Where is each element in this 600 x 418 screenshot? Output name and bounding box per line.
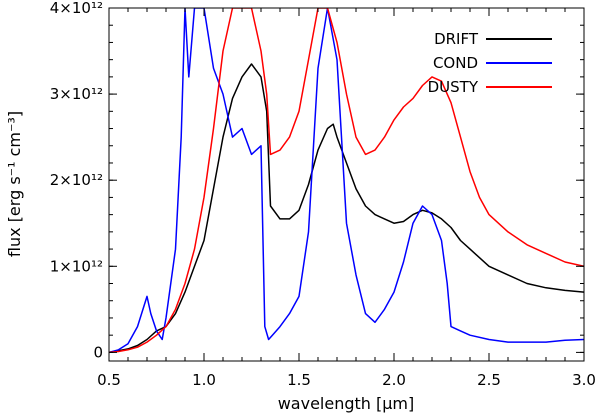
legend-label-drift: DRIFT: [434, 30, 479, 48]
series-line-dusty: [109, 8, 584, 354]
x-axis: 0.5 1.0 1.5 2.0 2.5 3.0: [97, 8, 596, 389]
x-tick-label: 2.0: [382, 371, 406, 389]
plot-frame: [108, 7, 585, 362]
x-axis-title: wavelength [μm]: [278, 394, 415, 413]
y-axis: 0 1×10¹² 2×10¹² 3×10¹² 4×10¹²: [50, 0, 584, 361]
legend-label-dusty: DUSTY: [428, 78, 479, 96]
y-axis-title: flux [erg s⁻¹ cm⁻³]: [5, 111, 24, 257]
y-tick-label: 1×10¹²: [50, 257, 103, 275]
series-line-drift: [109, 63, 584, 354]
y-tick-label: 3×10¹²: [50, 85, 103, 103]
x-tick-label: 0.5: [97, 371, 121, 389]
x-tick-label: 2.5: [477, 371, 501, 389]
y-tick-label: 0: [93, 343, 103, 361]
y-tick-label: 4×10¹²: [50, 0, 103, 17]
legend: DRIFT COND DUSTY: [428, 30, 552, 96]
y-tick-label: 2×10¹²: [50, 171, 103, 189]
series-line-cond: [109, 8, 584, 354]
x-tick-label: 1.0: [192, 371, 216, 389]
series-layer: [109, 8, 584, 354]
x-tick-label: 3.0: [572, 371, 596, 389]
x-tick-label: 1.5: [287, 371, 311, 389]
legend-label-cond: COND: [433, 54, 478, 72]
